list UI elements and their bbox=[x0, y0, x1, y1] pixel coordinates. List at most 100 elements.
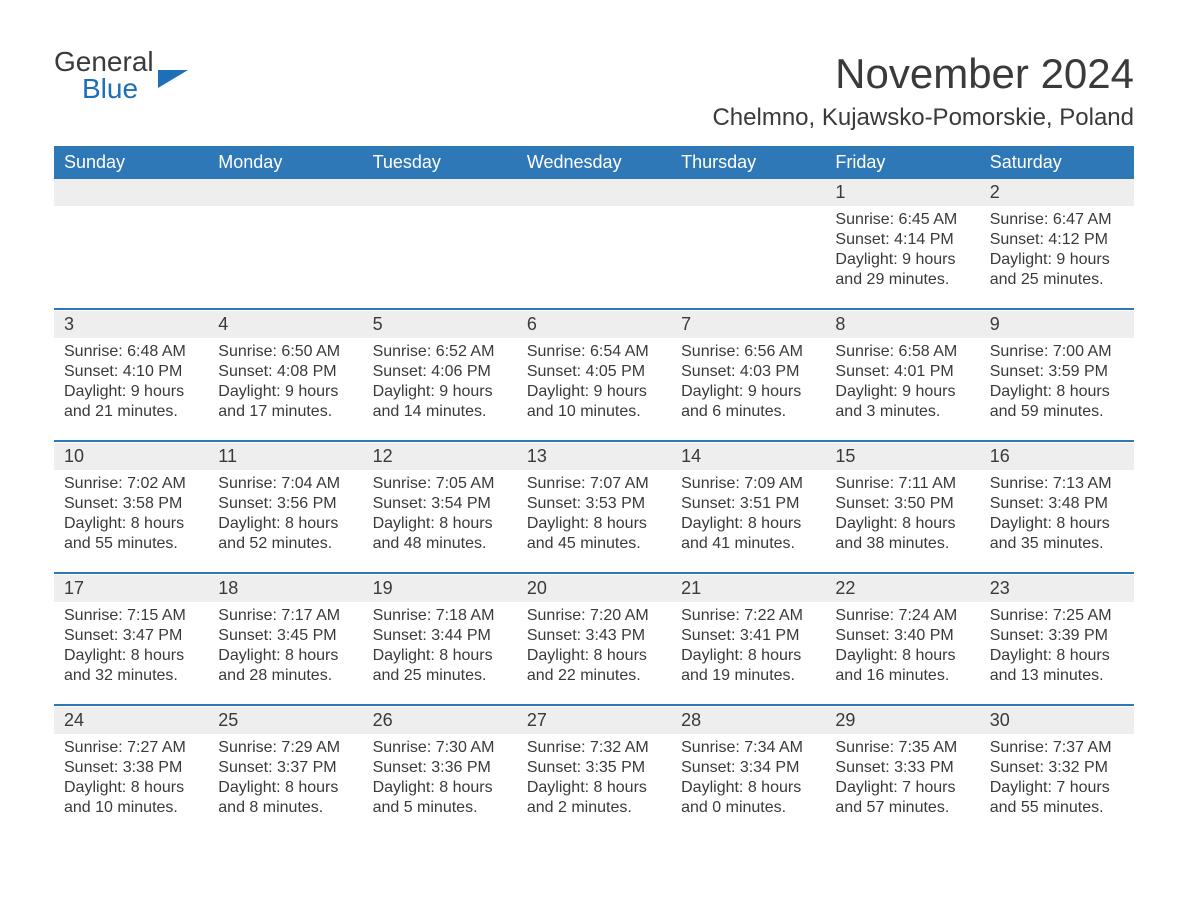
day-cell bbox=[363, 179, 517, 309]
day-data: Sunrise: 6:56 AMSunset: 4:03 PMDaylight:… bbox=[671, 338, 825, 432]
day-number: 2 bbox=[980, 179, 1134, 206]
day-data: Sunrise: 7:00 AMSunset: 3:59 PMDaylight:… bbox=[980, 338, 1134, 432]
daylight-line1: Daylight: 8 hours bbox=[218, 514, 352, 534]
day-number: 18 bbox=[208, 575, 362, 602]
day-cell: 29Sunrise: 7:35 AMSunset: 3:33 PMDayligh… bbox=[825, 707, 979, 837]
day-data: Sunrise: 7:15 AMSunset: 3:47 PMDaylight:… bbox=[54, 602, 208, 696]
sunset-text: Sunset: 3:45 PM bbox=[218, 626, 352, 646]
day-cell: 27Sunrise: 7:32 AMSunset: 3:35 PMDayligh… bbox=[517, 707, 671, 837]
sunset-text: Sunset: 3:37 PM bbox=[218, 758, 352, 778]
daylight-line1: Daylight: 9 hours bbox=[64, 382, 198, 402]
day-cell: 1Sunrise: 6:45 AMSunset: 4:14 PMDaylight… bbox=[825, 179, 979, 309]
daylight-line2: and 16 minutes. bbox=[835, 666, 969, 686]
day-number: 28 bbox=[671, 707, 825, 734]
sunrise-text: Sunrise: 7:17 AM bbox=[218, 606, 352, 626]
sunrise-text: Sunrise: 7:18 AM bbox=[373, 606, 507, 626]
day-data: Sunrise: 7:37 AMSunset: 3:32 PMDaylight:… bbox=[980, 734, 1134, 828]
daylight-line1: Daylight: 9 hours bbox=[527, 382, 661, 402]
day-data: Sunrise: 7:09 AMSunset: 3:51 PMDaylight:… bbox=[671, 470, 825, 564]
sunrise-text: Sunrise: 7:37 AM bbox=[990, 738, 1124, 758]
day-data: Sunrise: 6:52 AMSunset: 4:06 PMDaylight:… bbox=[363, 338, 517, 432]
sunrise-text: Sunrise: 6:47 AM bbox=[990, 210, 1124, 230]
day-number: 21 bbox=[671, 575, 825, 602]
day-number: 22 bbox=[825, 575, 979, 602]
sunset-text: Sunset: 3:39 PM bbox=[990, 626, 1124, 646]
sunrise-text: Sunrise: 7:22 AM bbox=[681, 606, 815, 626]
sunrise-text: Sunrise: 7:15 AM bbox=[64, 606, 198, 626]
day-cell: 21Sunrise: 7:22 AMSunset: 3:41 PMDayligh… bbox=[671, 575, 825, 705]
day-data: Sunrise: 6:54 AMSunset: 4:05 PMDaylight:… bbox=[517, 338, 671, 432]
daylight-line2: and 10 minutes. bbox=[527, 402, 661, 422]
sunset-text: Sunset: 3:54 PM bbox=[373, 494, 507, 514]
day-cell: 14Sunrise: 7:09 AMSunset: 3:51 PMDayligh… bbox=[671, 443, 825, 573]
day-cell: 4Sunrise: 6:50 AMSunset: 4:08 PMDaylight… bbox=[208, 311, 362, 441]
daylight-line2: and 17 minutes. bbox=[218, 402, 352, 422]
calendar-body: 1Sunrise: 6:45 AMSunset: 4:14 PMDaylight… bbox=[54, 179, 1134, 837]
day-cell bbox=[208, 179, 362, 309]
sunrise-text: Sunrise: 7:20 AM bbox=[527, 606, 661, 626]
day-data: Sunrise: 7:24 AMSunset: 3:40 PMDaylight:… bbox=[825, 602, 979, 696]
day-cell bbox=[54, 179, 208, 309]
day-number: 30 bbox=[980, 707, 1134, 734]
sunset-text: Sunset: 3:53 PM bbox=[527, 494, 661, 514]
day-number: 25 bbox=[208, 707, 362, 734]
sunrise-text: Sunrise: 7:00 AM bbox=[990, 342, 1124, 362]
day-cell: 10Sunrise: 7:02 AMSunset: 3:58 PMDayligh… bbox=[54, 443, 208, 573]
weekday-header: Saturday bbox=[980, 146, 1134, 179]
day-cell: 5Sunrise: 6:52 AMSunset: 4:06 PMDaylight… bbox=[363, 311, 517, 441]
sunrise-text: Sunrise: 6:48 AM bbox=[64, 342, 198, 362]
empty-day-header bbox=[363, 179, 517, 206]
daylight-line1: Daylight: 9 hours bbox=[835, 250, 969, 270]
day-data: Sunrise: 7:27 AMSunset: 3:38 PMDaylight:… bbox=[54, 734, 208, 828]
day-data: Sunrise: 6:50 AMSunset: 4:08 PMDaylight:… bbox=[208, 338, 362, 432]
day-cell: 13Sunrise: 7:07 AMSunset: 3:53 PMDayligh… bbox=[517, 443, 671, 573]
sunset-text: Sunset: 3:51 PM bbox=[681, 494, 815, 514]
sunset-text: Sunset: 3:36 PM bbox=[373, 758, 507, 778]
daylight-line1: Daylight: 8 hours bbox=[835, 514, 969, 534]
day-number: 15 bbox=[825, 443, 979, 470]
day-cell: 26Sunrise: 7:30 AMSunset: 3:36 PMDayligh… bbox=[363, 707, 517, 837]
day-cell: 16Sunrise: 7:13 AMSunset: 3:48 PMDayligh… bbox=[980, 443, 1134, 573]
sunset-text: Sunset: 4:08 PM bbox=[218, 362, 352, 382]
sunset-text: Sunset: 3:58 PM bbox=[64, 494, 198, 514]
day-cell: 19Sunrise: 7:18 AMSunset: 3:44 PMDayligh… bbox=[363, 575, 517, 705]
day-number: 17 bbox=[54, 575, 208, 602]
daylight-line2: and 57 minutes. bbox=[835, 798, 969, 818]
day-number: 29 bbox=[825, 707, 979, 734]
week-row: 24Sunrise: 7:27 AMSunset: 3:38 PMDayligh… bbox=[54, 707, 1134, 837]
day-number: 14 bbox=[671, 443, 825, 470]
daylight-line1: Daylight: 9 hours bbox=[373, 382, 507, 402]
daylight-line1: Daylight: 8 hours bbox=[527, 514, 661, 534]
daylight-line2: and 6 minutes. bbox=[681, 402, 815, 422]
day-number: 13 bbox=[517, 443, 671, 470]
day-number: 5 bbox=[363, 311, 517, 338]
day-data: Sunrise: 6:48 AMSunset: 4:10 PMDaylight:… bbox=[54, 338, 208, 432]
daylight-line2: and 32 minutes. bbox=[64, 666, 198, 686]
daylight-line1: Daylight: 8 hours bbox=[64, 778, 198, 798]
daylight-line2: and 5 minutes. bbox=[373, 798, 507, 818]
day-number: 12 bbox=[363, 443, 517, 470]
daylight-line2: and 55 minutes. bbox=[990, 798, 1124, 818]
sunset-text: Sunset: 4:12 PM bbox=[990, 230, 1124, 250]
daylight-line2: and 45 minutes. bbox=[527, 534, 661, 554]
daylight-line1: Daylight: 8 hours bbox=[373, 514, 507, 534]
day-cell bbox=[517, 179, 671, 309]
daylight-line2: and 22 minutes. bbox=[527, 666, 661, 686]
sunrise-text: Sunrise: 7:32 AM bbox=[527, 738, 661, 758]
weekday-header: Wednesday bbox=[517, 146, 671, 179]
day-cell: 6Sunrise: 6:54 AMSunset: 4:05 PMDaylight… bbox=[517, 311, 671, 441]
day-number: 19 bbox=[363, 575, 517, 602]
day-cell: 3Sunrise: 6:48 AMSunset: 4:10 PMDaylight… bbox=[54, 311, 208, 441]
day-number: 27 bbox=[517, 707, 671, 734]
daylight-line2: and 25 minutes. bbox=[373, 666, 507, 686]
day-cell: 30Sunrise: 7:37 AMSunset: 3:32 PMDayligh… bbox=[980, 707, 1134, 837]
day-cell: 11Sunrise: 7:04 AMSunset: 3:56 PMDayligh… bbox=[208, 443, 362, 573]
sunset-text: Sunset: 3:33 PM bbox=[835, 758, 969, 778]
sunset-text: Sunset: 3:35 PM bbox=[527, 758, 661, 778]
day-data: Sunrise: 7:30 AMSunset: 3:36 PMDaylight:… bbox=[363, 734, 517, 828]
location-subtitle: Chelmno, Kujawsko-Pomorskie, Poland bbox=[712, 104, 1134, 132]
sunset-text: Sunset: 3:43 PM bbox=[527, 626, 661, 646]
day-cell: 8Sunrise: 6:58 AMSunset: 4:01 PMDaylight… bbox=[825, 311, 979, 441]
daylight-line2: and 29 minutes. bbox=[835, 270, 969, 290]
daylight-line1: Daylight: 7 hours bbox=[835, 778, 969, 798]
